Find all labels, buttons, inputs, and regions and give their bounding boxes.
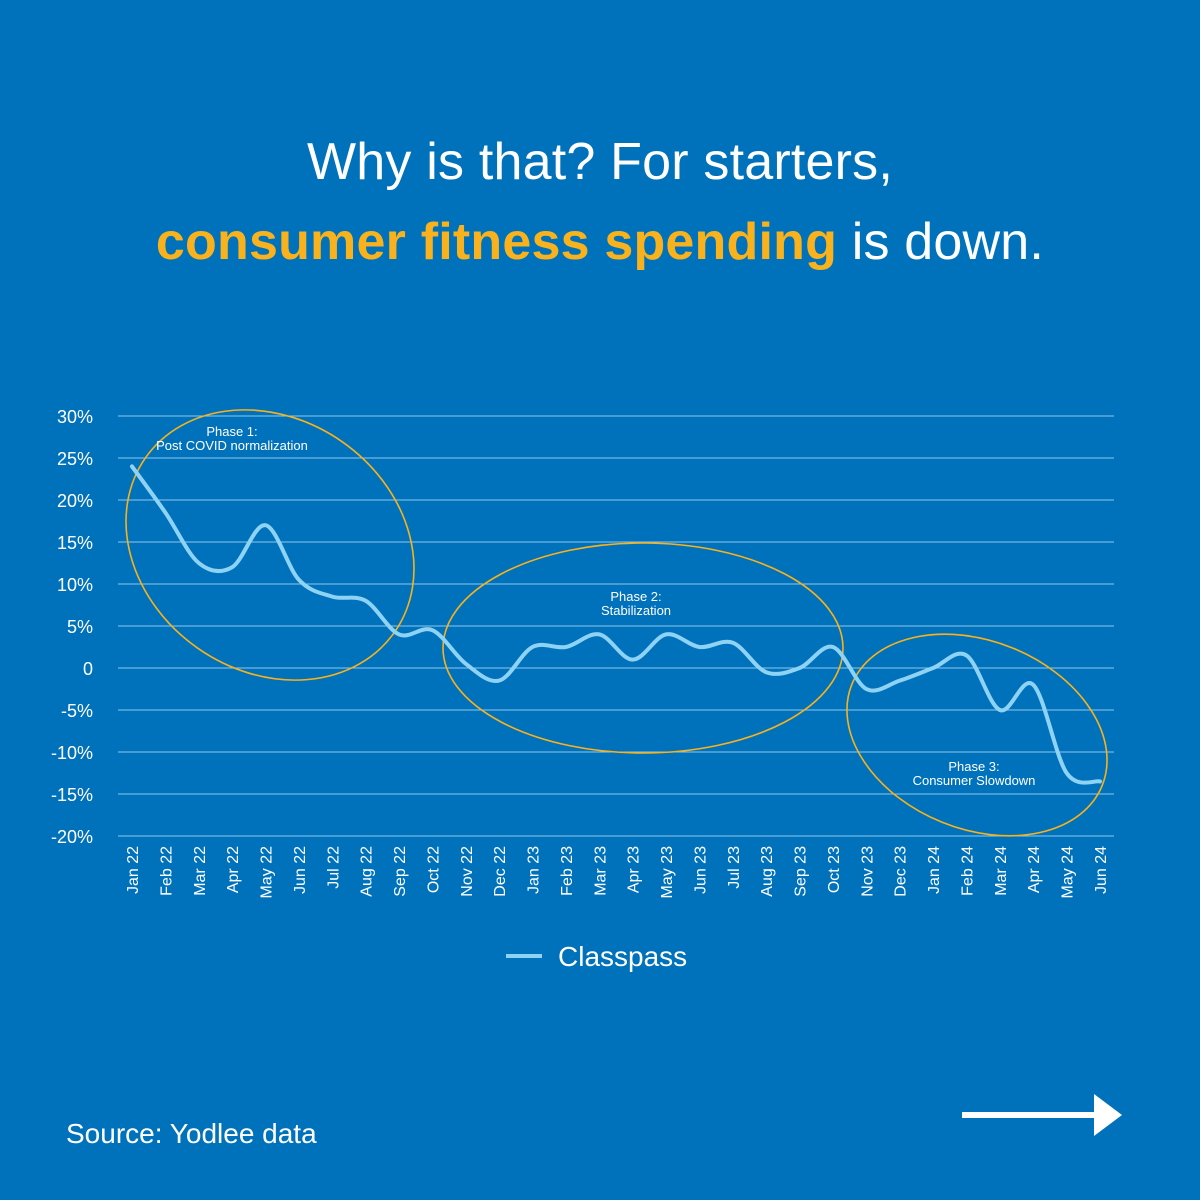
- y-tick-label: -15%: [51, 785, 93, 805]
- x-tick-label: Jan 23: [526, 846, 543, 894]
- y-tick-label: 20%: [57, 491, 93, 511]
- series-line-classpass: [130, 464, 1102, 785]
- x-tick-label: Apr 24: [1026, 846, 1043, 893]
- y-tick-label: -10%: [51, 743, 93, 763]
- x-tick-label: Dec 23: [893, 846, 910, 897]
- y-tick-label: 5%: [67, 617, 93, 637]
- legend: Classpass: [506, 941, 687, 972]
- x-tick-label: Feb 24: [959, 846, 976, 896]
- x-tick-label: Oct 22: [425, 846, 442, 893]
- x-tick-label: Sep 23: [793, 846, 810, 897]
- x-tick-label: May 23: [659, 846, 676, 899]
- x-tick-label: Nov 23: [859, 846, 876, 897]
- y-tick-label: 0: [83, 659, 93, 679]
- x-tick-label: May 24: [1060, 846, 1077, 899]
- x-tick-label: Mar 24: [993, 846, 1010, 896]
- x-tick-label: Jan 24: [926, 846, 943, 894]
- x-tick-label: Jul 22: [325, 846, 342, 889]
- series-layer: [130, 464, 1102, 785]
- phase-label-title: Phase 2:: [610, 589, 661, 604]
- x-tick-label: Mar 23: [592, 846, 609, 896]
- x-axis-ticks: Jan 22 Feb 22 Mar 22 Apr 22 May 22 Jun 22 Jul …: [125, 846, 1110, 899]
- x-tick-label: Feb 23: [559, 846, 576, 896]
- phase-label-subtitle: Consumer Slowdown: [913, 773, 1036, 788]
- x-tick-label: Apr 22: [225, 846, 242, 893]
- x-tick-label: Jun 23: [692, 846, 709, 894]
- x-tick-label: Jun 24: [1093, 846, 1110, 894]
- phase-label-subtitle: Post COVID normalization: [156, 438, 308, 453]
- phase-ellipse: [125, 409, 415, 681]
- x-tick-label: Aug 23: [759, 846, 776, 897]
- x-tick-label: Nov 22: [459, 846, 476, 897]
- y-tick-label: -5%: [61, 701, 93, 721]
- headline: Why is that? For starters, consumer fitn…: [0, 122, 1200, 282]
- headline-rest: is down.: [837, 213, 1045, 271]
- phase-annotations: Phase 1:Post COVID normalization Phase 2:…: [125, 409, 1108, 837]
- x-tick-label: Aug 22: [359, 846, 376, 897]
- x-tick-label: Jun 22: [292, 846, 309, 894]
- x-tick-label: Jan 22: [125, 846, 142, 894]
- phase-ellipse: [846, 633, 1108, 837]
- x-tick-label: Jul 23: [726, 846, 743, 889]
- phase-ellipse: [442, 542, 844, 754]
- line-chart: 30% 25% 20% 15% 10% 5% 0 -5% -10% -15% -20% Jan 22…: [51, 407, 1114, 972]
- y-tick-label: 10%: [57, 575, 93, 595]
- headline-accent: consumer fitness spending: [155, 213, 838, 271]
- headline-line-2: consumer fitness spending is down.: [0, 202, 1200, 282]
- headline-line-1: Why is that? For starters,: [306, 133, 893, 191]
- phase-label-title: Phase 1:: [206, 424, 257, 439]
- y-axis-ticks: 30% 25% 20% 15% 10% 5% 0 -5% -10% -15% -20%: [51, 407, 93, 847]
- next-arrow-icon[interactable]: [960, 1092, 1124, 1138]
- x-tick-label: Apr 23: [626, 846, 643, 893]
- x-tick-label: May 22: [259, 846, 276, 899]
- y-tick-label: -20%: [51, 827, 93, 847]
- phase-label-subtitle: Stabilization: [601, 603, 671, 618]
- y-tick-label: 15%: [57, 533, 93, 553]
- y-tick-label: 30%: [57, 407, 93, 427]
- x-tick-label: Feb 22: [158, 846, 175, 896]
- source-note: Source: Yodlee data: [66, 1118, 317, 1149]
- x-tick-label: Oct 23: [826, 846, 843, 893]
- x-tick-label: Sep 22: [392, 846, 409, 897]
- x-tick-label: Dec 22: [492, 846, 509, 897]
- x-tick-label: Mar 22: [192, 846, 209, 896]
- y-tick-label: 25%: [57, 449, 93, 469]
- legend-label: Classpass: [558, 941, 687, 972]
- phase-label-title: Phase 3:: [948, 759, 999, 774]
